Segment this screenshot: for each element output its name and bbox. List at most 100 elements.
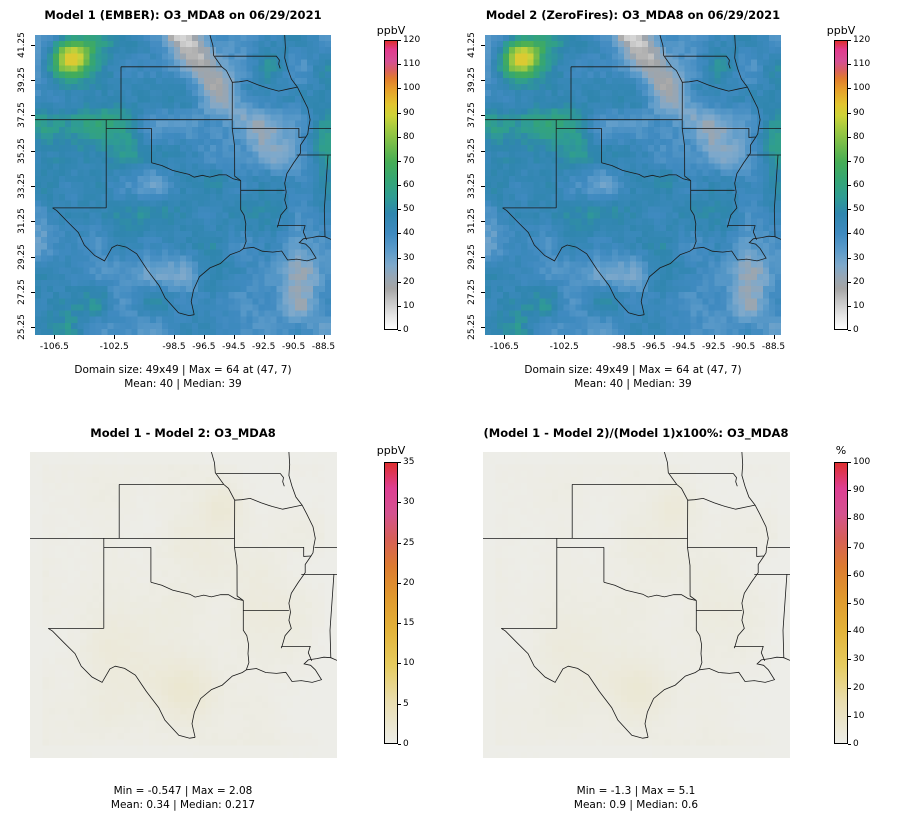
y-axis-tick <box>31 150 35 152</box>
panel3-caption: Min = -0.547 | Max = 2.08 Mean: 0.34 | M… <box>15 785 351 812</box>
state-boundary-line <box>693 235 781 262</box>
y-axis-tick <box>481 150 485 152</box>
y-axis-tick-label: 27.25 <box>17 278 27 305</box>
panel3-caption-line1: Min = -0.547 | Max = 2.08 <box>113 785 253 797</box>
colorbar-tick <box>848 659 851 661</box>
panel4-caption: Min = -1.3 | Max = 5.1 Mean: 0.9 | Media… <box>468 785 804 812</box>
colorbar-tick-label: 80 <box>853 131 865 142</box>
state-boundary-line <box>242 600 250 670</box>
panel1-title: Model 1 (EMBER): O3_MDA8 on 06/29/2021 <box>44 8 322 22</box>
colorbar-tick-label: 20 <box>853 682 865 693</box>
colorbar-tick <box>398 64 401 66</box>
panel4-colorbar <box>834 462 848 744</box>
panel1-raster <box>35 35 331 335</box>
colorbar-tick <box>398 703 401 705</box>
colorbar-tick-label: 35 <box>403 457 415 467</box>
colorbar-tick-label: 50 <box>403 204 415 215</box>
colorbar-tick <box>398 744 401 745</box>
colorbar-tick-label: 80 <box>403 131 415 142</box>
x-axis-tick-label: -94.5 <box>672 342 696 352</box>
panel2-state-boundaries <box>485 35 781 317</box>
colorbar-tick <box>398 136 401 138</box>
colorbar-tick <box>848 160 851 162</box>
panel2-caption-line2: Mean: 40 | Median: 39 <box>574 377 692 390</box>
panel2-caption-line1: Domain size: 49x49 | Max = 64 at (47, 7) <box>524 364 742 376</box>
colorbar-tick <box>398 88 401 90</box>
state-boundary-line <box>699 656 790 683</box>
colorbar-tick <box>398 209 401 211</box>
state-boundary-line <box>190 248 244 315</box>
y-axis-tick <box>31 221 35 223</box>
y-axis-tick <box>481 256 485 258</box>
colorbar-tick <box>848 40 851 41</box>
colorbar-tick-label: 50 <box>853 598 865 608</box>
colorbar-tick <box>398 663 401 665</box>
colorbar-tick-label: 40 <box>853 228 865 239</box>
state-boundary-line <box>502 207 645 317</box>
state-boundary-line <box>664 55 731 69</box>
state-boundary-line <box>281 645 313 661</box>
state-boundary-line <box>276 35 311 228</box>
state-boundary-line <box>151 162 241 181</box>
panel3-colorbar <box>384 462 398 744</box>
panel4-state-boundaries <box>483 452 790 739</box>
colorbar-tick <box>848 744 851 745</box>
x-axis-tick <box>54 335 56 339</box>
state-boundary-line <box>277 225 307 240</box>
colorbar-tick <box>398 112 401 114</box>
panel4-raster <box>483 452 790 758</box>
colorbar-tick-label: 30 <box>853 252 865 263</box>
x-axis-tick-label: -90.5 <box>731 342 756 352</box>
colorbar-tick <box>848 462 851 463</box>
colorbar-tick-label: 90 <box>403 107 415 118</box>
colorbar-tick-label: 40 <box>853 626 865 637</box>
state-boundary-line <box>243 235 331 262</box>
y-axis-tick <box>481 44 485 46</box>
x-axis-tick-label: -88.5 <box>311 342 336 352</box>
panel2-title: Model 2 (ZeroFires): O3_MDA8 on 06/29/20… <box>485 8 781 22</box>
colorbar-tick <box>398 185 401 186</box>
colorbar-tick-label: 60 <box>403 180 415 190</box>
x-axis-tick-label: -98.5 <box>162 342 186 352</box>
x-axis-tick <box>773 335 775 339</box>
state-boundary-line <box>323 154 329 237</box>
state-boundary-line <box>329 574 335 658</box>
y-axis-tick-label: 25.25 <box>467 314 477 340</box>
colorbar-tick-label: 10 <box>403 658 415 669</box>
x-axis-tick <box>564 335 566 339</box>
colorbar-tick-label: 0 <box>403 325 409 335</box>
x-axis-tick-label: -102.5 <box>549 342 579 352</box>
colorbar-tick <box>848 136 851 138</box>
colorbar-tick-label: 10 <box>403 300 415 311</box>
state-boundary-line <box>659 35 748 92</box>
y-axis-tick <box>31 115 35 117</box>
state-boundary-line <box>773 154 779 237</box>
colorbar-tick <box>398 305 401 307</box>
colorbar-tick <box>848 603 851 604</box>
panel4-map <box>483 452 790 758</box>
colorbar-tick-label: 100 <box>853 83 871 94</box>
colorbar-tick <box>398 40 401 41</box>
x-axis-tick-label: -96.5 <box>192 342 216 352</box>
y-axis-tick-label: 37.25 <box>467 102 477 129</box>
y-axis-tick-label: 33.25 <box>17 173 27 199</box>
colorbar-tick <box>848 64 851 66</box>
x-axis-tick-label: -88.5 <box>761 342 786 352</box>
state-boundary-line <box>150 581 244 601</box>
colorbar-tick-label: 120 <box>403 35 421 45</box>
state-boundary-line <box>782 574 788 658</box>
y-axis-tick-label: 31.25 <box>467 208 477 235</box>
y-axis-tick <box>481 221 485 223</box>
state-boundary-line <box>603 581 697 601</box>
y-axis-tick <box>481 115 485 117</box>
colorbar-tick-label: 100 <box>853 457 871 467</box>
colorbar-tick <box>848 88 851 90</box>
panel2-raster <box>485 35 781 335</box>
y-axis-tick-label: 39.25 <box>17 67 27 93</box>
panel4-colorbar-title: % <box>835 444 847 457</box>
x-axis-tick-label: -96.5 <box>642 342 666 352</box>
colorbar-tick-label: 10 <box>853 300 865 311</box>
colorbar-tick-label: 25 <box>403 537 415 548</box>
colorbar-tick <box>398 462 401 463</box>
